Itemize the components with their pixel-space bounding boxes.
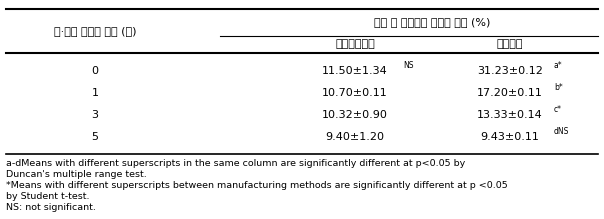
Text: a*: a* — [554, 62, 562, 71]
Text: 저온압착: 저온압착 — [496, 39, 523, 49]
Text: Duncan's multiple range test.: Duncan's multiple range test. — [6, 170, 147, 179]
Text: NS: NS — [403, 62, 414, 71]
Text: 9.40±1.20: 9.40±1.20 — [326, 132, 385, 142]
Text: 고온북음압착: 고온북음압착 — [335, 39, 375, 49]
Text: c*: c* — [554, 106, 562, 115]
Text: b*: b* — [554, 83, 563, 92]
Text: 3: 3 — [91, 110, 98, 120]
Text: 5: 5 — [91, 132, 98, 142]
Text: 착유 후 들깨박의 조지방 함량 (%): 착유 후 들깨박의 조지방 함량 (%) — [374, 18, 490, 28]
Text: 17.20±0.11: 17.20±0.11 — [477, 88, 543, 98]
Text: 13.33±0.14: 13.33±0.14 — [477, 110, 543, 120]
Text: 1: 1 — [91, 88, 98, 98]
Text: dNS: dNS — [554, 127, 570, 136]
Text: 9.43±0.11: 9.43±0.11 — [481, 132, 539, 142]
Text: 놉·해동 전처리 횟수 (횟): 놉·해동 전처리 횟수 (횟) — [54, 26, 137, 36]
Text: 10.32±0.90: 10.32±0.90 — [322, 110, 388, 120]
Text: 11.50±1.34: 11.50±1.34 — [322, 66, 388, 76]
Text: NS: not significant.: NS: not significant. — [6, 203, 96, 212]
Text: *Means with different superscripts between manufacturing methods are significant: *Means with different superscripts betwe… — [6, 181, 508, 190]
Text: 0: 0 — [91, 66, 98, 76]
Text: by Student t-test.: by Student t-test. — [6, 192, 89, 201]
Text: 31.23±0.12: 31.23±0.12 — [477, 66, 543, 76]
Text: 10.70±0.11: 10.70±0.11 — [322, 88, 388, 98]
Text: a-dMeans with different superscripts in the same column are significantly differ: a-dMeans with different superscripts in … — [6, 159, 465, 168]
